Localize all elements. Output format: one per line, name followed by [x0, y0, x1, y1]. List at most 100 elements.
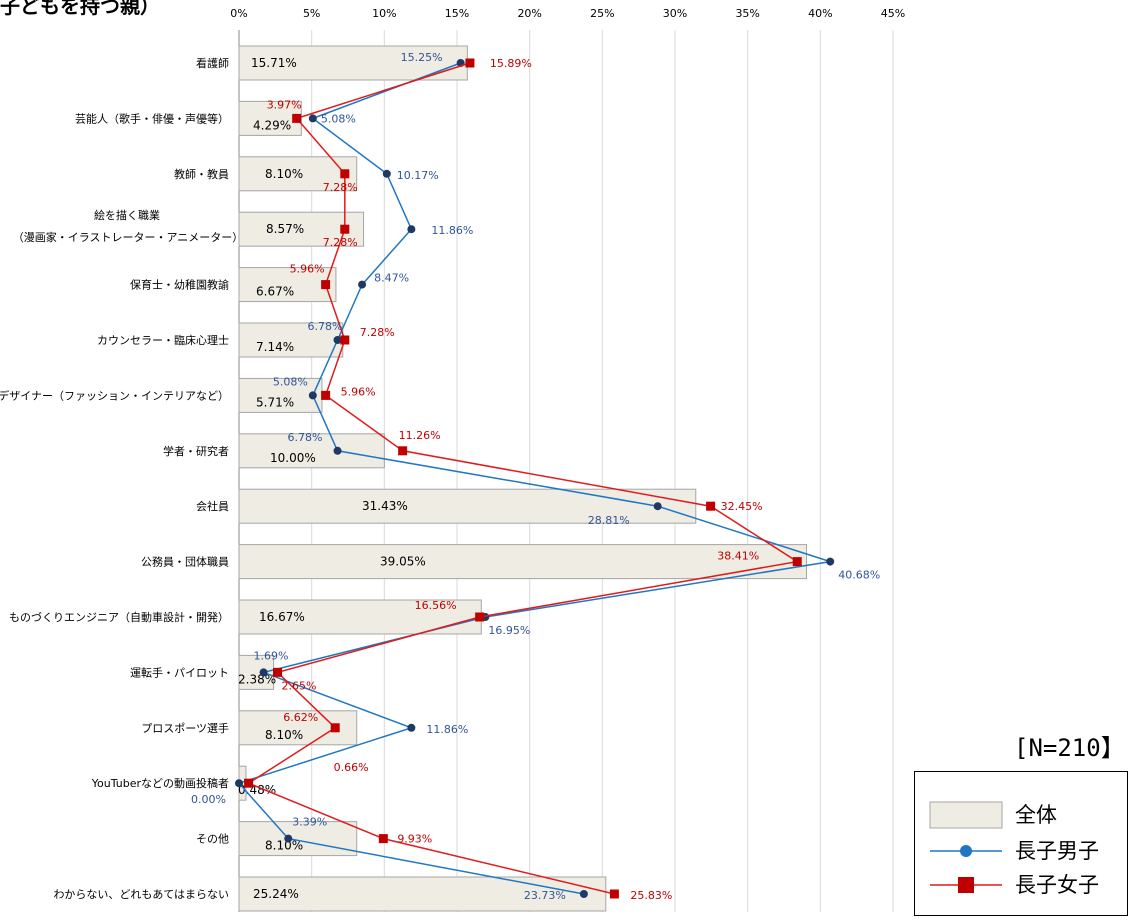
bar	[238, 267, 337, 303]
male-series-marker	[259, 668, 268, 677]
bar-value-label: 25.24%	[253, 887, 299, 901]
female-series-marker	[330, 723, 340, 733]
female-value-label: 3.97%	[267, 98, 302, 111]
male-value-label: 23.73%	[524, 889, 566, 902]
bar	[238, 876, 607, 912]
category-label: その他	[196, 833, 229, 846]
female-series-marker	[292, 113, 302, 123]
male-value-label: 1.69%	[254, 649, 289, 662]
bar	[238, 433, 385, 469]
female-series-marker	[321, 390, 331, 400]
legend-label-female: 長子女子	[1015, 873, 1099, 897]
female-value-label: 16.56%	[415, 599, 457, 612]
female-value-label: 0.66%	[334, 761, 369, 774]
bar-value-label: 0.48%	[238, 783, 276, 797]
male-value-label: 6.78%	[308, 320, 343, 333]
x-tick-label: 45%	[881, 7, 905, 20]
female-value-label: 6.62%	[283, 711, 318, 724]
bar-value-label: 5.71%	[256, 395, 294, 409]
category-label: 看護師	[196, 56, 229, 70]
male-value-label: 40.68%	[838, 569, 880, 582]
male-series-marker	[308, 391, 317, 400]
category-label: 教師・教員	[174, 168, 229, 181]
male-series-marker	[333, 446, 342, 455]
legend-item-total: 全体	[915, 800, 1127, 830]
male-series-marker	[653, 502, 662, 511]
bar	[238, 156, 358, 192]
legend-item-male: 長子男子	[915, 836, 1127, 866]
category-label: 絵を描く職業（漫画家・イラストレーター・アニメーター）	[13, 208, 244, 244]
male-series-marker	[358, 280, 367, 289]
bar	[238, 100, 302, 136]
female-value-label: 2.65%	[282, 679, 317, 692]
male-value-label: 3.39%	[292, 816, 327, 829]
legend-label-total: 全体	[1015, 803, 1057, 827]
male-value-label: 11.86%	[431, 224, 473, 237]
female-series-marker	[340, 169, 350, 179]
male-value-label: 28.81%	[588, 514, 630, 527]
male-value-label: 6.78%	[288, 431, 323, 444]
male-value-label: 16.95%	[488, 624, 530, 637]
category-label: 芸能人（歌手・俳優・声優等）	[75, 111, 229, 125]
bar	[238, 544, 808, 580]
x-tick-label: 20%	[517, 7, 541, 20]
female-value-label: 38.41%	[717, 550, 759, 563]
chart-title: 子どもを持つ親）	[0, 0, 160, 18]
category-label: 保育士・幼稚園教諭	[130, 278, 229, 292]
bar-value-label: 6.67%	[256, 285, 294, 299]
female-value-label: 5.96%	[290, 263, 325, 276]
female-value-label: 32.45%	[721, 500, 763, 513]
category-label: 学者・研究者	[163, 444, 229, 458]
male-series-line	[237, 62, 831, 895]
bar-value-label: 8.10%	[265, 839, 303, 853]
male-value-label: 15.25%	[401, 51, 443, 64]
male-series-marker	[308, 114, 317, 123]
bar-value-label: 10.00%	[270, 451, 316, 465]
female-series-marker	[378, 834, 388, 844]
male-series-marker	[407, 225, 416, 234]
female-series-marker	[475, 612, 485, 622]
female-value-label: 7.28%	[360, 326, 395, 339]
bar-value-label: 31.43%	[362, 499, 408, 513]
bar-value-label: 4.29%	[253, 118, 291, 132]
male-series-marker	[579, 890, 588, 898]
female-value-label: 11.26%	[399, 429, 441, 442]
female-value-label: 9.93%	[397, 833, 432, 846]
legend-label-male: 長子男子	[1015, 839, 1099, 863]
legend: 全体 長子男子 長子女子	[914, 771, 1128, 916]
bar-value-label: 39.05%	[380, 555, 426, 569]
category-label: 公務員・団体職員	[141, 555, 229, 569]
x-tick-label: 10%	[372, 7, 396, 20]
x-tick-label: 5%	[303, 7, 320, 20]
bar-value-label: 8.57%	[266, 222, 304, 236]
female-series-marker	[321, 280, 331, 290]
female-series-marker	[609, 889, 619, 899]
bar	[238, 488, 697, 524]
female-series-marker	[792, 557, 802, 567]
category-label: 会社員	[196, 499, 229, 513]
category-label: ものづくりエンジニア（自動車設計・開発）	[9, 610, 229, 624]
bar-value-label: 8.10%	[265, 728, 303, 742]
male-value-label: 10.17%	[397, 169, 439, 182]
female-series-marker	[244, 778, 254, 788]
category-label: カウンセラー・臨床心理士	[97, 333, 229, 347]
male-value-label: 11.86%	[426, 723, 468, 736]
male-value-label: 5.08%	[321, 112, 356, 125]
bar-value-label: 2.38%	[238, 672, 276, 686]
sample-size-label: [N=210】	[1014, 734, 1125, 762]
male-value-label: 5.08%	[273, 375, 308, 388]
x-tick-label: 15%	[445, 7, 469, 20]
male-series-marker	[333, 336, 342, 344]
bar-value-label: 16.67%	[259, 610, 305, 624]
male-series-marker	[407, 723, 416, 732]
bar	[238, 710, 358, 746]
legend-item-female: 長子女子	[915, 870, 1127, 900]
x-tick-label: 25%	[590, 7, 614, 20]
category-label: 運転手・パイロット	[130, 665, 229, 679]
bar	[238, 322, 344, 358]
male-series-marker	[826, 557, 835, 566]
category-label: わからない、どれもあてはまらない	[53, 888, 229, 901]
category-label: YouTuberなどの動画投稿者	[91, 776, 229, 790]
bar	[238, 654, 275, 690]
